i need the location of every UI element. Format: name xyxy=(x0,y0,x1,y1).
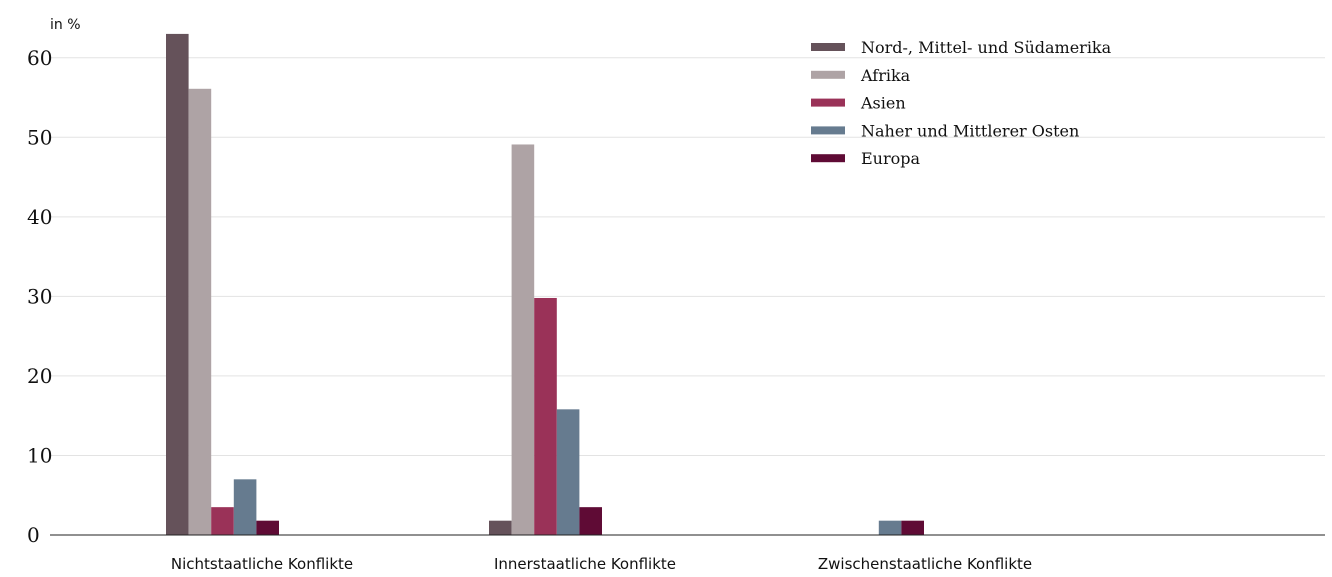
y-tick-label: 50 xyxy=(27,125,52,149)
y-tick-label: 30 xyxy=(27,284,52,308)
y-tick-label: 0 xyxy=(27,523,40,547)
legend-swatch xyxy=(811,126,845,135)
bar xyxy=(511,144,535,535)
bar xyxy=(878,520,902,535)
legend-swatch xyxy=(811,154,845,163)
bar xyxy=(556,409,580,535)
legend-label: Afrika xyxy=(860,66,911,85)
y-tick-label: 40 xyxy=(27,205,52,229)
bar xyxy=(211,507,234,535)
y-axis-unit-label: in % xyxy=(50,17,81,33)
legend-swatch xyxy=(811,70,845,79)
bar xyxy=(166,33,189,536)
category-label: Zwischenstaatliche Konflikte xyxy=(818,555,1032,573)
category-label: Innerstaatliche Konflikte xyxy=(494,555,676,573)
bar xyxy=(256,520,279,535)
legend-swatch xyxy=(811,43,845,51)
legend-swatch xyxy=(811,98,845,107)
legend-label: Asien xyxy=(860,94,906,113)
bar xyxy=(233,479,257,535)
legend-label: Europa xyxy=(861,149,921,168)
legend-label: Nord-, Mittel- und Südamerika xyxy=(861,38,1112,57)
bar xyxy=(188,88,212,535)
y-axis-ticks: 0 10 20 30 40 50 60 xyxy=(27,46,52,547)
category-label: Nichtstaatliche Konflikte xyxy=(171,555,353,573)
legend: Nord-, Mittel- und Südamerika Afrika Asien… xyxy=(811,38,1112,168)
category-labels: Nichtstaatliche Konflikte Innerstaatliche… xyxy=(171,555,1032,573)
gridlines xyxy=(50,57,1325,456)
y-tick-label: 60 xyxy=(27,46,52,70)
y-tick-label: 10 xyxy=(27,443,52,467)
bars xyxy=(166,33,924,536)
bar xyxy=(489,520,512,535)
bar xyxy=(579,507,602,535)
legend-label: Naher und Mittlerer Osten xyxy=(861,121,1079,140)
bar xyxy=(901,520,924,535)
bar xyxy=(534,297,557,535)
y-tick-label: 20 xyxy=(27,364,52,388)
